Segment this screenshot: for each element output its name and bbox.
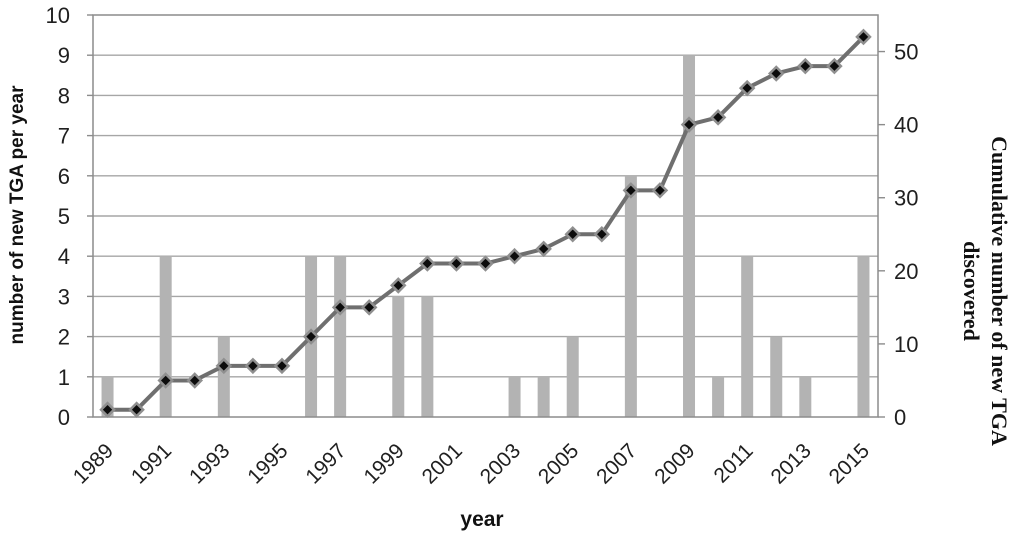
left-axis-tick-label: 7	[58, 124, 70, 149]
marker	[360, 299, 378, 316]
x-axis-tick-label: 1997	[301, 439, 350, 488]
marker	[622, 182, 640, 199]
bar	[508, 376, 521, 417]
left-axis-tick-label: 6	[58, 164, 70, 189]
x-axis-tick-label: 2009	[650, 439, 699, 488]
x-axis-tick-label: 1991	[127, 439, 176, 488]
bar	[624, 175, 637, 417]
left-axis-tick-label: 10	[46, 3, 70, 28]
right-axis-title-line1: Cumulative number of new TGA	[987, 136, 1012, 446]
left-axis-tick-label: 4	[58, 244, 70, 269]
bar	[741, 256, 754, 417]
bar	[217, 336, 230, 417]
marker	[99, 401, 116, 418]
marker	[506, 247, 523, 265]
marker	[651, 182, 669, 199]
bar	[537, 376, 550, 417]
marker	[535, 240, 552, 258]
right-axis-title: Cumulative number of new TGA discovered	[957, 39, 1013, 541]
bar	[334, 256, 347, 417]
marker	[797, 57, 814, 75]
left-axis-tick-label: 2	[58, 325, 70, 350]
marker	[477, 255, 494, 272]
bar	[770, 336, 783, 417]
marker	[186, 372, 204, 389]
x-axis-tick-label: 2015	[825, 439, 874, 488]
left-axis-tick-label: 0	[58, 405, 70, 430]
marker	[157, 372, 174, 389]
x-axis-tick-label: 1993	[185, 439, 234, 488]
bar	[421, 296, 434, 417]
marker	[448, 255, 465, 272]
right-axis-tick-label: 20	[894, 259, 918, 284]
right-axis-tick-label: 50	[894, 40, 918, 65]
bar	[712, 376, 725, 417]
right-axis-tick-label: 0	[894, 405, 906, 430]
right-axis-tick-label: 10	[894, 332, 918, 357]
x-axis-tick-label: 1999	[360, 439, 409, 488]
left-axis-title: number of new TGA per year	[7, 85, 28, 345]
marker	[273, 357, 291, 375]
marker	[680, 116, 698, 133]
x-axis-title: year	[460, 508, 504, 531]
marker	[302, 328, 320, 345]
marker	[331, 299, 349, 316]
marker	[709, 109, 727, 126]
bar	[159, 256, 172, 417]
marker	[767, 65, 785, 82]
x-axis-tick-label: 2001	[418, 439, 467, 488]
marker	[738, 79, 756, 97]
marker	[593, 226, 611, 243]
left-axis-tick-label: 8	[58, 83, 70, 108]
right-axis-tick-label: 40	[894, 113, 918, 138]
x-axis-tick-label: 2013	[767, 439, 816, 488]
right-axis-tick-label: 30	[894, 186, 918, 211]
left-axis-tick-label: 3	[58, 284, 70, 309]
x-axis-tick-label: 2003	[476, 439, 525, 488]
x-axis-tick-label: 1995	[243, 439, 292, 488]
x-axis-tick-label: 1989	[69, 439, 118, 488]
marker	[244, 357, 262, 375]
plot-border	[92, 14, 879, 418]
marker	[215, 357, 233, 375]
left-axis-tick-label: 1	[58, 365, 70, 390]
bar	[392, 296, 405, 417]
bar	[566, 336, 579, 417]
right-axis-title-line2: discovered	[959, 241, 984, 341]
marker	[564, 226, 581, 243]
marker	[128, 401, 145, 418]
bar	[857, 256, 870, 417]
bar	[799, 376, 812, 417]
marker	[419, 255, 436, 272]
bar	[683, 55, 696, 417]
marker	[390, 277, 407, 294]
left-axis-tick-label: 9	[58, 43, 70, 68]
marker	[855, 28, 872, 46]
x-axis-tick-label: 2007	[592, 439, 641, 488]
x-axis-tick-label: 2005	[534, 439, 583, 488]
x-axis-tick-label: 2011	[709, 439, 757, 487]
marker	[826, 57, 843, 75]
left-axis-tick-label: 5	[58, 204, 70, 229]
